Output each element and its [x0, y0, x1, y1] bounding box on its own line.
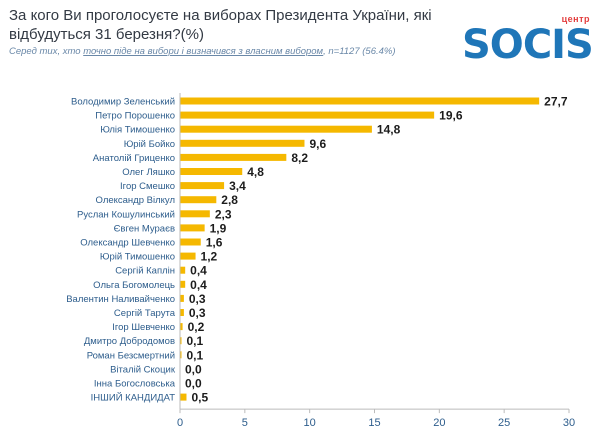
category-label: Анатолій Гриценко [93, 153, 175, 164]
category-label: Юрій Тимошенко [100, 252, 175, 263]
value-label: 0,4 [190, 264, 207, 278]
bar [180, 266, 186, 274]
x-tick-label: 20 [433, 417, 445, 429]
category-label: Валентин Наливайченко [66, 294, 175, 305]
bar [180, 393, 187, 401]
value-label: 0,1 [187, 348, 204, 362]
category-label: Олександр Шевченко [80, 238, 175, 249]
category-label: Інна Богословська [94, 379, 176, 390]
bar [180, 224, 205, 232]
x-tick-label: 0 [177, 417, 183, 429]
bar [180, 309, 184, 316]
value-label: 0,5 [191, 391, 208, 405]
x-tick-label: 15 [368, 417, 380, 429]
value-label: 8,2 [291, 151, 308, 165]
category-label: ІНШИЙ КАНДИДАТ [91, 392, 176, 404]
bar [180, 252, 196, 260]
category-label: Дмитро Добродомов [84, 336, 175, 347]
socis-logo: центр SOCIS [462, 14, 594, 68]
value-label: 4,8 [247, 165, 264, 179]
value-label: 14,8 [377, 123, 401, 137]
bar [180, 97, 540, 105]
value-label: 0,1 [187, 334, 204, 348]
subtitle-post: , n=1127 (56.4%) [323, 46, 396, 57]
bar [180, 210, 210, 218]
value-label: 0,3 [189, 306, 206, 320]
category-label: Ігор Смешко [120, 181, 175, 192]
bar [180, 182, 225, 190]
value-label: 1,9 [210, 221, 227, 235]
value-label: 0,2 [188, 320, 205, 334]
value-label: 2,3 [215, 207, 232, 221]
bar [180, 139, 305, 147]
bar [180, 337, 182, 345]
category-label: Олександр Вілкул [96, 195, 175, 206]
bar [180, 168, 243, 175]
value-label: 9,6 [309, 137, 326, 151]
value-label: 0,4 [190, 278, 207, 292]
category-label: Олег Ляшко [122, 167, 175, 178]
x-tick-label: 25 [498, 417, 510, 429]
value-label: 1,6 [206, 236, 223, 250]
bar [180, 351, 182, 359]
value-label: 1,2 [201, 250, 218, 264]
category-label: Юлія Тимошенко [100, 125, 175, 136]
value-label: 0,3 [189, 292, 206, 306]
bar [180, 238, 201, 246]
category-label: Сергій Каплін [115, 266, 175, 277]
category-label: Петро Порошенко [95, 111, 175, 122]
bar [180, 280, 186, 288]
value-label: 2,8 [221, 193, 238, 207]
bar [180, 125, 372, 133]
chart-subtitle: Серед тих, хто точно піде на вибори і ви… [9, 46, 396, 57]
category-label: Віталій Скоцик [110, 364, 176, 375]
subtitle-underlined: точно піде на вибори і визначився з влас… [83, 46, 324, 57]
category-label: Євген Мураєв [114, 223, 175, 234]
category-label: Руслан Кошулинський [77, 209, 175, 220]
x-tick-label: 5 [242, 417, 248, 429]
category-label: Сергій Тарута [114, 308, 176, 319]
bar [180, 323, 183, 331]
bar [180, 294, 184, 302]
value-label: 19,6 [439, 109, 463, 123]
value-label: 27,7 [544, 95, 568, 109]
chart-title: За кого Ви проголосуєте на виборах Прези… [9, 7, 432, 43]
value-label: 3,4 [229, 179, 246, 193]
bar [180, 111, 435, 119]
category-label: Володимир Зеленський [71, 97, 175, 108]
value-label: 0,0 [185, 377, 202, 391]
category-label: Ігор Шевченко [112, 322, 175, 333]
category-label: Роман Безсмертний [87, 350, 175, 361]
logo-main-text: SOCIS [462, 22, 594, 68]
bar [180, 196, 217, 204]
value-label: 0,0 [185, 362, 202, 376]
logo-top-text: центр [561, 14, 590, 24]
x-tick-label: 30 [563, 417, 575, 429]
x-tick-label: 10 [304, 417, 316, 429]
bar [180, 153, 287, 161]
subtitle-pre: Серед тих, хто [9, 46, 84, 57]
category-label: Юрій Бойко [124, 139, 175, 150]
category-label: Ольга Богомолець [93, 280, 175, 291]
